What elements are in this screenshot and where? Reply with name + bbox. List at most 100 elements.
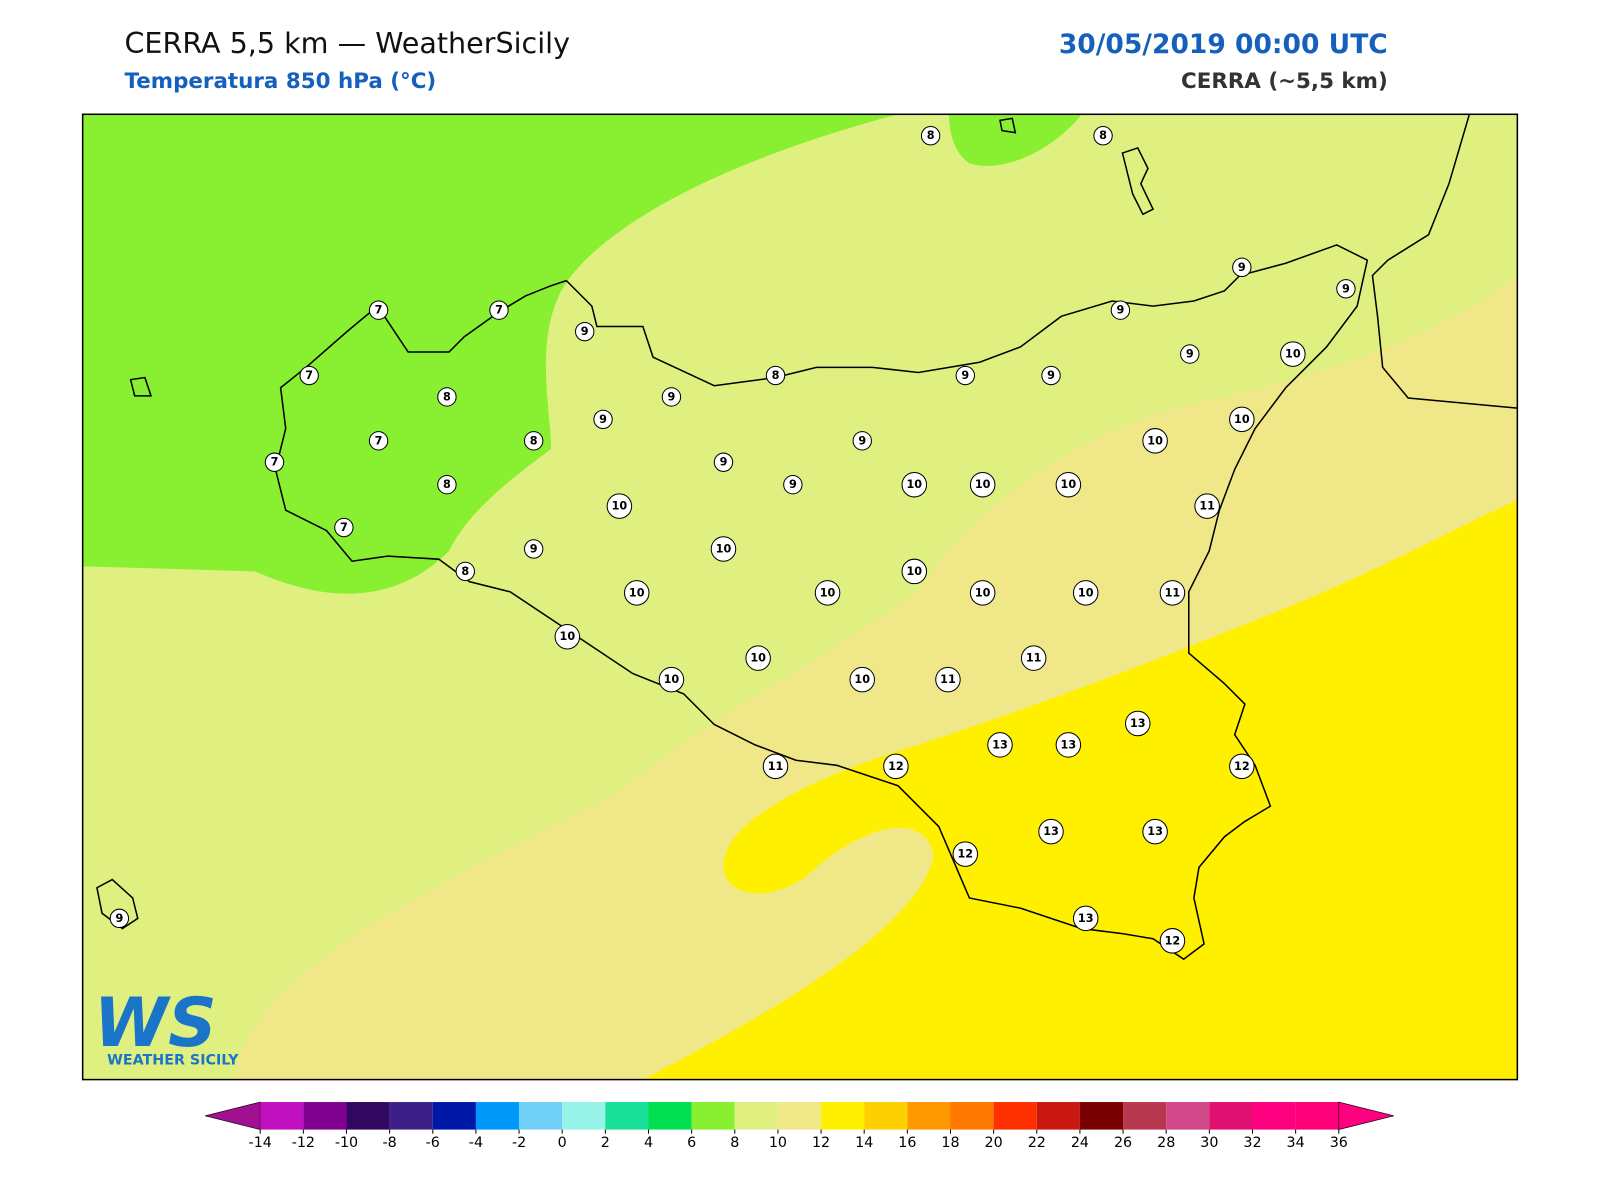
colorbar-tick-label: 30: [1200, 1135, 1218, 1151]
station: 10: [623, 580, 650, 606]
colorbar-bin: [993, 1102, 1037, 1130]
colorbar-bin: [821, 1102, 865, 1130]
colorbar-bin: [346, 1102, 390, 1130]
station-marker: [852, 431, 872, 451]
station: 11: [1159, 580, 1186, 606]
station-value: 10: [906, 478, 922, 491]
colorbar-tick-label: 2: [601, 1135, 610, 1151]
station: 7: [368, 431, 389, 451]
station-value: 9: [961, 369, 969, 382]
colorbar-bin: [260, 1102, 304, 1130]
station: 10: [745, 645, 771, 671]
station-value: 8: [772, 369, 780, 382]
station: 9: [109, 908, 130, 929]
coastline: [274, 244, 1369, 961]
station-value: 10: [975, 586, 991, 599]
colorbar-tick-label: 16: [898, 1135, 916, 1151]
station-marker: [455, 561, 475, 582]
station-value: 10: [854, 673, 870, 686]
station-marker: [1336, 279, 1356, 299]
station-marker: [1142, 818, 1168, 845]
colorbar-tick-label: 34: [1287, 1135, 1305, 1151]
station-marker: [1072, 905, 1099, 932]
station-value: 7: [340, 521, 348, 534]
station-marker: [1280, 341, 1306, 367]
station-value: 12: [888, 760, 904, 773]
station-marker: [1232, 257, 1252, 278]
station: 10: [901, 558, 928, 585]
station-value: 10: [1061, 478, 1077, 491]
colorbar-bin: [1079, 1102, 1124, 1130]
station: 13: [1038, 818, 1064, 845]
station-marker: [658, 666, 685, 693]
colorbar-bin: [432, 1102, 476, 1130]
station-value: 13: [1043, 825, 1059, 838]
station-marker: [883, 753, 909, 780]
colorbar-bin: [562, 1102, 606, 1130]
station-value: 9: [1342, 282, 1350, 295]
station: 7: [334, 517, 354, 538]
title: CERRA 5,5 km — WeatherSicily: [124, 26, 570, 60]
station-value: 11: [1199, 500, 1215, 513]
station-value: 9: [115, 912, 123, 925]
station-marker: [901, 558, 928, 585]
colorbar-tick-label: -8: [383, 1135, 397, 1151]
station-value: 13: [1078, 912, 1094, 925]
station-value: 9: [1047, 369, 1055, 382]
station-marker: [593, 409, 613, 430]
colorbar-tick-label: -2: [512, 1135, 526, 1151]
station-marker: [264, 452, 285, 472]
map-area: 8 8 7 7 9 9 9 9 7 8 8 9 9 9 10 9 9 7 8 9 10 10 7 9 8 9 10 10 10 10 11 7…: [81, 113, 1519, 1081]
station-marker: [1229, 406, 1255, 433]
station-value: 9: [1238, 261, 1246, 274]
stations: 8 8 7 7 9 9 9 9 7 8 8 9 9 9 10 9 9 7 8 9 10 10 7 9 8 9 10 10 10 10 11 7…: [109, 126, 1356, 954]
station-marker: [987, 732, 1013, 758]
station-marker: [901, 471, 928, 498]
station-value: 10: [664, 673, 680, 686]
station: 13: [1055, 732, 1082, 758]
station-value: 7: [375, 304, 383, 317]
station: 13: [1072, 905, 1099, 932]
colorbar-tick-label: 14: [855, 1135, 873, 1151]
station-value: 10: [1078, 586, 1094, 599]
station-marker: [523, 431, 544, 451]
colorbar-arrow-high: [1338, 1101, 1394, 1130]
station: 8: [1093, 126, 1113, 146]
station-value: 8: [461, 565, 469, 578]
station: 10: [814, 580, 841, 606]
colorbar-bin: [907, 1102, 951, 1130]
colorbar-bin: [734, 1102, 778, 1130]
station-value: 11: [940, 673, 956, 686]
colorbar-tick-label: 10: [769, 1135, 787, 1151]
colorbar-tick-label: 32: [1243, 1135, 1261, 1151]
station-value: 13: [1130, 717, 1146, 730]
station-value: 9: [1186, 348, 1194, 361]
station: 7: [264, 452, 285, 472]
station: 9: [593, 409, 613, 430]
station: 9: [783, 475, 803, 495]
station-value: 11: [1165, 586, 1181, 599]
station: 7: [368, 300, 389, 320]
station-value: 9: [668, 390, 676, 403]
colorbar-bin: [1036, 1102, 1080, 1130]
station-marker: [606, 493, 633, 519]
station-marker: [368, 300, 389, 320]
field-12-14: [642, 500, 1518, 1080]
station: 9: [1180, 344, 1200, 364]
station: 7: [299, 365, 319, 386]
station-value: 13: [1061, 738, 1077, 751]
station-value: 10: [1285, 348, 1301, 361]
station: 8: [437, 475, 457, 495]
station: 10: [658, 666, 685, 693]
colorbar-tick-label: 0: [558, 1135, 567, 1151]
station: 8: [437, 387, 457, 407]
station-value: 12: [957, 848, 973, 861]
station-marker: [1020, 645, 1047, 671]
station-value: 8: [1099, 129, 1107, 142]
station-marker: [969, 471, 996, 498]
station-value: 9: [1117, 304, 1125, 317]
station-marker: [1159, 928, 1186, 954]
colorbar-tick-label: -4: [469, 1135, 483, 1151]
station-marker: [437, 387, 457, 407]
